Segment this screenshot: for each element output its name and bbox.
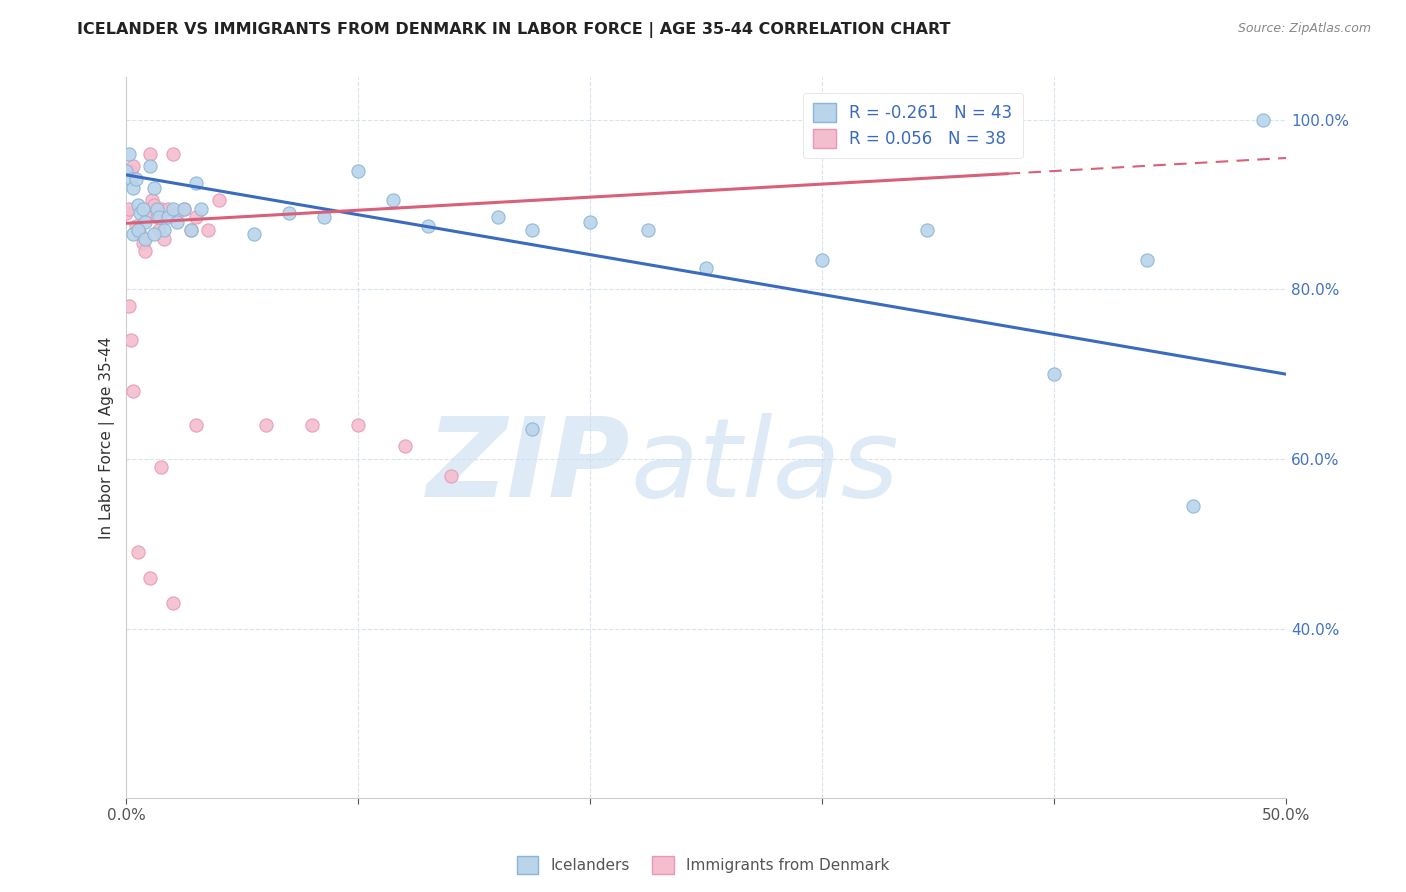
Text: atlas: atlas bbox=[631, 413, 900, 520]
Y-axis label: In Labor Force | Age 35-44: In Labor Force | Age 35-44 bbox=[100, 336, 115, 539]
Point bbox=[122, 180, 145, 194]
Point bbox=[145, 211, 167, 225]
Legend: R = -0.261   N = 43, R = 0.056   N = 38: R = -0.261 N = 43, R = 0.056 N = 38 bbox=[803, 93, 1022, 158]
Point bbox=[134, 214, 156, 228]
Point bbox=[1043, 367, 1066, 381]
Point bbox=[180, 223, 202, 237]
Point bbox=[118, 299, 141, 313]
Point bbox=[301, 417, 323, 432]
Point bbox=[184, 211, 207, 225]
Point bbox=[243, 227, 266, 242]
Point bbox=[122, 227, 145, 242]
Point bbox=[143, 227, 166, 242]
Point bbox=[138, 160, 160, 174]
Point bbox=[131, 202, 153, 216]
Point bbox=[162, 146, 184, 161]
Point bbox=[347, 163, 370, 178]
Point bbox=[157, 202, 180, 216]
Point bbox=[145, 202, 167, 216]
Point bbox=[811, 252, 834, 267]
Legend: Icelanders, Immigrants from Denmark: Icelanders, Immigrants from Denmark bbox=[510, 850, 896, 880]
Point bbox=[173, 202, 195, 216]
Point bbox=[166, 206, 188, 220]
Point bbox=[312, 211, 335, 225]
Point bbox=[184, 177, 207, 191]
Point bbox=[277, 206, 299, 220]
Point bbox=[173, 202, 195, 216]
Point bbox=[1136, 252, 1159, 267]
Point bbox=[118, 146, 141, 161]
Text: ICELANDER VS IMMIGRANTS FROM DENMARK IN LABOR FORCE | AGE 35-44 CORRELATION CHAR: ICELANDER VS IMMIGRANTS FROM DENMARK IN … bbox=[77, 22, 950, 38]
Point bbox=[150, 202, 173, 216]
Point bbox=[184, 417, 207, 432]
Point bbox=[382, 194, 405, 208]
Point bbox=[522, 223, 544, 237]
Point bbox=[122, 160, 145, 174]
Point bbox=[127, 223, 149, 237]
Point bbox=[129, 206, 152, 220]
Point bbox=[115, 163, 138, 178]
Point bbox=[136, 211, 159, 225]
Point bbox=[180, 223, 202, 237]
Point bbox=[138, 146, 160, 161]
Point bbox=[162, 596, 184, 610]
Point bbox=[254, 417, 277, 432]
Point bbox=[208, 194, 231, 208]
Point bbox=[118, 202, 141, 216]
Point bbox=[127, 223, 149, 237]
Point bbox=[125, 172, 148, 186]
Point bbox=[152, 231, 174, 245]
Point bbox=[143, 197, 166, 211]
Point bbox=[134, 231, 156, 245]
Point bbox=[141, 194, 163, 208]
Point bbox=[166, 214, 188, 228]
Point bbox=[127, 545, 149, 559]
Point bbox=[190, 202, 212, 216]
Point bbox=[134, 244, 156, 259]
Point bbox=[637, 223, 659, 237]
Point bbox=[579, 214, 602, 228]
Text: ZIP: ZIP bbox=[427, 413, 631, 520]
Point bbox=[347, 417, 370, 432]
Point bbox=[122, 384, 145, 398]
Point bbox=[150, 460, 173, 475]
Point bbox=[394, 439, 416, 453]
Point bbox=[148, 211, 170, 225]
Point bbox=[143, 180, 166, 194]
Point bbox=[120, 163, 142, 178]
Point bbox=[440, 469, 463, 483]
Point bbox=[1251, 112, 1274, 127]
Point bbox=[129, 227, 152, 242]
Point bbox=[152, 223, 174, 237]
Point bbox=[157, 211, 180, 225]
Point bbox=[915, 223, 938, 237]
Point bbox=[125, 219, 148, 233]
Point bbox=[120, 333, 142, 347]
Point bbox=[486, 211, 509, 225]
Point bbox=[695, 261, 717, 276]
Point bbox=[138, 571, 160, 585]
Point bbox=[522, 422, 544, 436]
Point bbox=[416, 219, 439, 233]
Text: Source: ZipAtlas.com: Source: ZipAtlas.com bbox=[1237, 22, 1371, 36]
Point bbox=[131, 235, 153, 250]
Point bbox=[120, 172, 142, 186]
Point bbox=[127, 197, 149, 211]
Point bbox=[148, 223, 170, 237]
Point bbox=[1182, 499, 1205, 513]
Point bbox=[115, 206, 138, 220]
Point bbox=[162, 202, 184, 216]
Point bbox=[197, 223, 219, 237]
